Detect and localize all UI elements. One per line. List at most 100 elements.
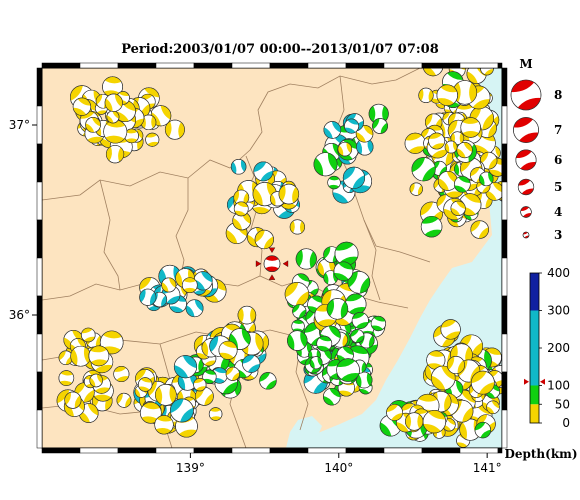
- depth-tick-label: 50: [555, 397, 570, 411]
- focal-mechanism: [428, 132, 446, 150]
- magnitude-legend-label: 6: [554, 153, 562, 167]
- focal-mechanism: [137, 377, 153, 392]
- depth-scale: 400 300 200 100 50 0 Depth(km): [504, 266, 577, 461]
- focal-mechanism: [202, 369, 217, 384]
- focal-mechanism: [437, 171, 458, 191]
- focal-mechanism: [334, 241, 359, 266]
- focal-mechanism: [155, 384, 177, 406]
- magnitude-legend-label: 5: [554, 180, 562, 194]
- focal-mechanism: [253, 161, 274, 182]
- focal-mechanism: [411, 157, 436, 182]
- focal-mechanism: [337, 141, 353, 157]
- focal-mechanism: [139, 401, 162, 424]
- magnitude-legend-symbol: [510, 79, 542, 111]
- focal-mechanism: [336, 358, 360, 382]
- magnitude-legend-symbol: [513, 117, 539, 143]
- main-event-mechanism: [263, 255, 281, 273]
- depth-marker-left: [524, 378, 529, 385]
- focal-mechanism: [232, 211, 252, 231]
- focal-mechanism: [333, 261, 354, 281]
- lon-tick-label: 139°: [176, 461, 205, 475]
- focal-mechanism: [170, 398, 194, 423]
- depth-marker-right: [540, 378, 545, 385]
- focal-mechanism: [342, 166, 366, 189]
- focal-mechanism: [287, 330, 308, 351]
- focal-mechanism: [292, 304, 307, 319]
- lon-tick-label: 140°: [324, 461, 353, 475]
- depth-tick-label: 100: [547, 379, 570, 393]
- focal-mechanism: [420, 215, 443, 238]
- magnitude-legend-label: 8: [554, 88, 562, 102]
- focal-mechanism: [430, 365, 456, 391]
- focal-mechanism: [450, 200, 466, 216]
- magnitude-legend-symbol: [522, 231, 530, 239]
- lat-tick-label: 36°: [9, 308, 30, 322]
- focal-mechanism: [81, 327, 96, 343]
- focal-mechanism: [237, 305, 257, 325]
- focal-mechanism: [105, 145, 125, 164]
- map-frame-scale-bars: [36, 62, 508, 454]
- focal-mechanism: [350, 329, 365, 343]
- focal-mechanism: [313, 152, 338, 177]
- focal-mechanism: [404, 132, 426, 154]
- focal-mechanism: [386, 404, 404, 421]
- depth-scale-title: Depth(km): [504, 447, 577, 461]
- depth-tick-label: 200: [547, 341, 570, 355]
- focal-mechanism: [161, 277, 177, 293]
- magnitude-legend-label: 3: [554, 228, 562, 242]
- focal-mechanism: [242, 354, 261, 373]
- focal-mechanism: [259, 372, 277, 390]
- magnitude-legend-symbol: [520, 206, 532, 218]
- focal-mechanism: [444, 140, 458, 154]
- focal-mechanisms-layer: [56, 68, 502, 448]
- focal-mechanism: [323, 387, 341, 406]
- focal-mechanism: [230, 159, 247, 175]
- focal-mechanism: [345, 293, 367, 315]
- focal-mechanism: [140, 114, 157, 131]
- focal-mechanism: [208, 407, 223, 421]
- depth-tick-label: 300: [547, 304, 570, 318]
- focal-mechanism: [103, 119, 128, 144]
- focal-mechanism: [145, 132, 160, 147]
- depth-tick-label: 0: [562, 416, 570, 430]
- axis-ticks: 139° 140° 141° 37° 36°: [9, 118, 502, 475]
- focal-mechanism: [446, 356, 465, 375]
- focal-mechanism: [316, 335, 333, 352]
- map-title: Period:2003/01/07 00:00--2013/01/07 07:0…: [121, 42, 439, 57]
- focal-mechanism: [154, 415, 174, 435]
- magnitude-legend-symbol: [517, 178, 535, 196]
- focal-mechanism: [454, 175, 471, 193]
- focal-mechanism: [289, 219, 305, 235]
- focal-mechanism: [474, 421, 492, 439]
- magnitude-legend-label: 4: [554, 205, 562, 219]
- lon-tick-label: 141°: [473, 461, 502, 475]
- focal-mechanism: [225, 366, 240, 381]
- magnitude-legend-symbol: [515, 149, 537, 171]
- focal-mechanism: [418, 87, 434, 103]
- focal-mechanism: [113, 366, 130, 383]
- focal-mechanism: [278, 183, 300, 205]
- focal-mechanism: [104, 93, 123, 112]
- focal-mechanism: [370, 315, 387, 332]
- focal-mechanism: [405, 412, 424, 431]
- focal-mechanism: [422, 68, 444, 77]
- focal-mechanism: [456, 142, 473, 159]
- focal-mechanism: [70, 345, 92, 367]
- focal-mechanism: [326, 298, 349, 320]
- focal-mechanism: [309, 356, 323, 370]
- focal-mechanism: [85, 117, 101, 133]
- focal-mechanism: [218, 340, 238, 360]
- focal-mechanism: [233, 189, 250, 206]
- focal-mechanism: [368, 103, 389, 124]
- focal-mechanism: [470, 220, 489, 239]
- main-event-symbol: [255, 247, 289, 280]
- focal-mechanism: [89, 373, 103, 388]
- focal-mechanism: [422, 410, 447, 434]
- depth-band: [530, 273, 539, 311]
- lat-tick-label: 37°: [9, 118, 30, 132]
- focal-mechanism: [460, 117, 481, 138]
- depth-band: [530, 404, 539, 423]
- depth-tick-label: 400: [547, 266, 570, 280]
- focal-mechanism: [327, 175, 341, 190]
- focal-mechanism: [436, 84, 458, 106]
